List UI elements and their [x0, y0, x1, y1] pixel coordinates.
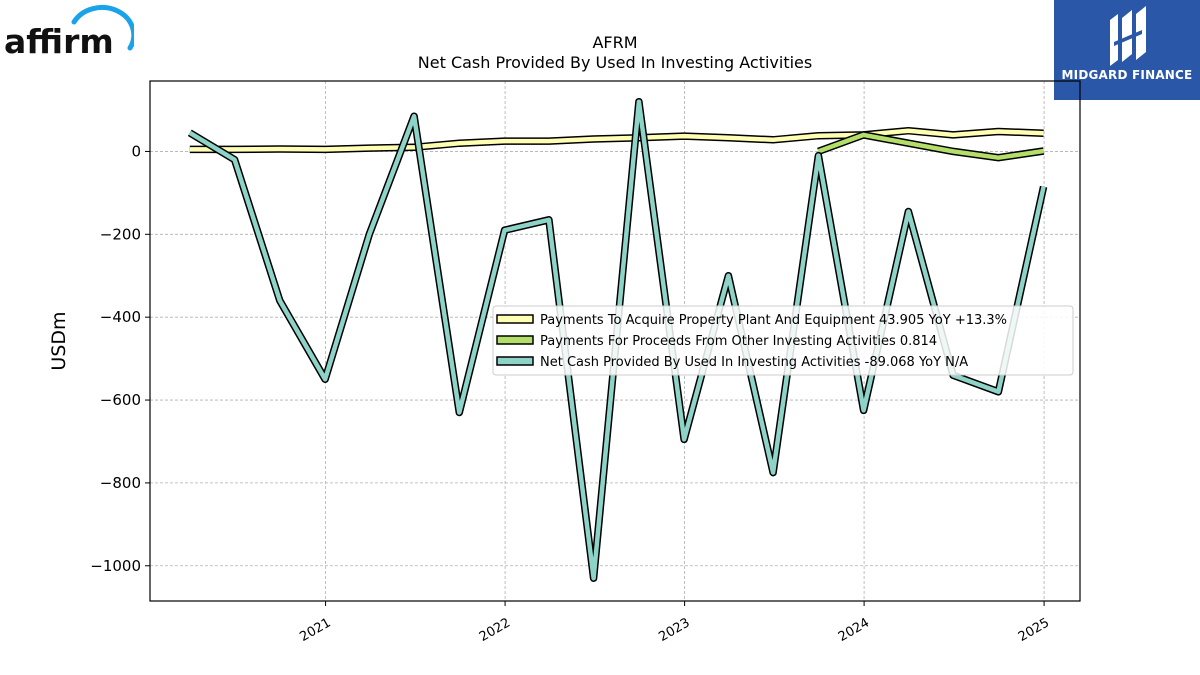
- affirm-arc: [71, 5, 137, 51]
- y-tick-label: −800: [100, 474, 141, 492]
- legend-box: [492, 305, 1074, 376]
- x-tick-label: 2021: [297, 615, 333, 645]
- series-line-1: [817, 132, 1044, 160]
- plot-frame: [149, 80, 1081, 602]
- legend-label: Net Cash Provided By Used In Investing A…: [540, 355, 968, 370]
- legend-swatch: [496, 314, 534, 324]
- affirm-logo-text: affirm: [4, 22, 114, 60]
- y-tick-label: −400: [100, 308, 141, 326]
- x-tick-label: 2025: [1016, 615, 1052, 645]
- affirm-logo: affirm: [4, 2, 137, 61]
- chart-title: AFRM: [592, 33, 637, 52]
- legend-swatch: [496, 335, 534, 345]
- x-tick-label: 2023: [656, 615, 692, 645]
- series-line-0: [189, 128, 1044, 152]
- legend-label: Payments For Proceeds From Other Investi…: [540, 334, 937, 349]
- y-axis-label: USDm: [48, 311, 70, 370]
- midgard-finance-logo: MIDGARD FINANCE: [1054, 0, 1200, 100]
- x-tick-label: 2024: [836, 615, 872, 645]
- y-tick-label: −600: [100, 391, 141, 409]
- y-tick-label: 0: [131, 142, 141, 160]
- midgard-logo-mark: [1110, 6, 1146, 66]
- midgard-logo-text: MIDGARD FINANCE: [1061, 68, 1193, 82]
- y-tick-label: −200: [100, 225, 141, 243]
- chart-subtitle: Net Cash Provided By Used In Investing A…: [418, 53, 812, 72]
- legend-swatch: [496, 356, 534, 366]
- y-tick-label: −1000: [90, 557, 141, 575]
- x-tick-label: 2022: [477, 615, 513, 645]
- legend-label: Payments To Acquire Property Plant And E…: [540, 313, 1007, 328]
- affirm-logo-graphic: affirm: [4, 5, 137, 61]
- legend: Payments To Acquire Property Plant And E…: [492, 305, 1074, 376]
